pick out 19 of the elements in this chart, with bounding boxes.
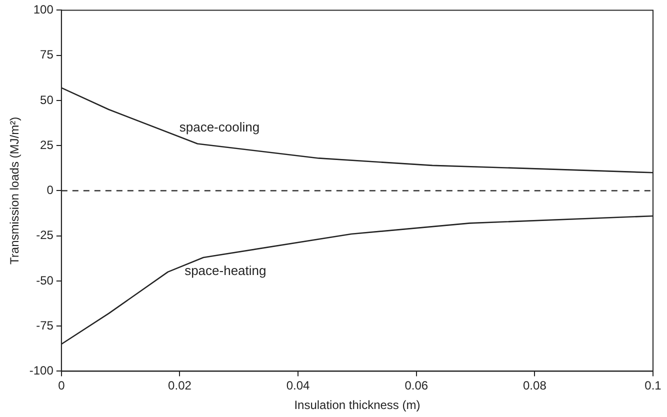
x-tick-label: 0.1	[644, 378, 662, 393]
x-tick-label: 0.04	[286, 378, 310, 393]
annotation: space-heating	[184, 263, 266, 278]
x-tick-label: 0.06	[404, 378, 428, 393]
y-tick-label: 100	[33, 2, 54, 17]
y-axis-title: Transmission loads (MJ/m²)	[8, 116, 22, 264]
y-tick-label: 75	[40, 48, 54, 62]
annotation: space-cooling	[179, 119, 260, 134]
y-tick-label: -50	[36, 273, 54, 288]
y-tick-label: -75	[36, 318, 54, 332]
x-tick-label: 0	[58, 378, 66, 393]
x-tick-label: 0.08	[523, 378, 547, 393]
y-tick-label: 25	[40, 138, 54, 152]
y-tick-label: -25	[36, 228, 54, 242]
y-tick-label: -100	[29, 364, 54, 378]
y-tick-label: 0	[46, 183, 54, 198]
x-axis-title: Insulation thickness (m)	[294, 398, 420, 412]
y-tick-label: 50	[40, 92, 54, 107]
x-tick-label: 0.02	[168, 378, 192, 393]
